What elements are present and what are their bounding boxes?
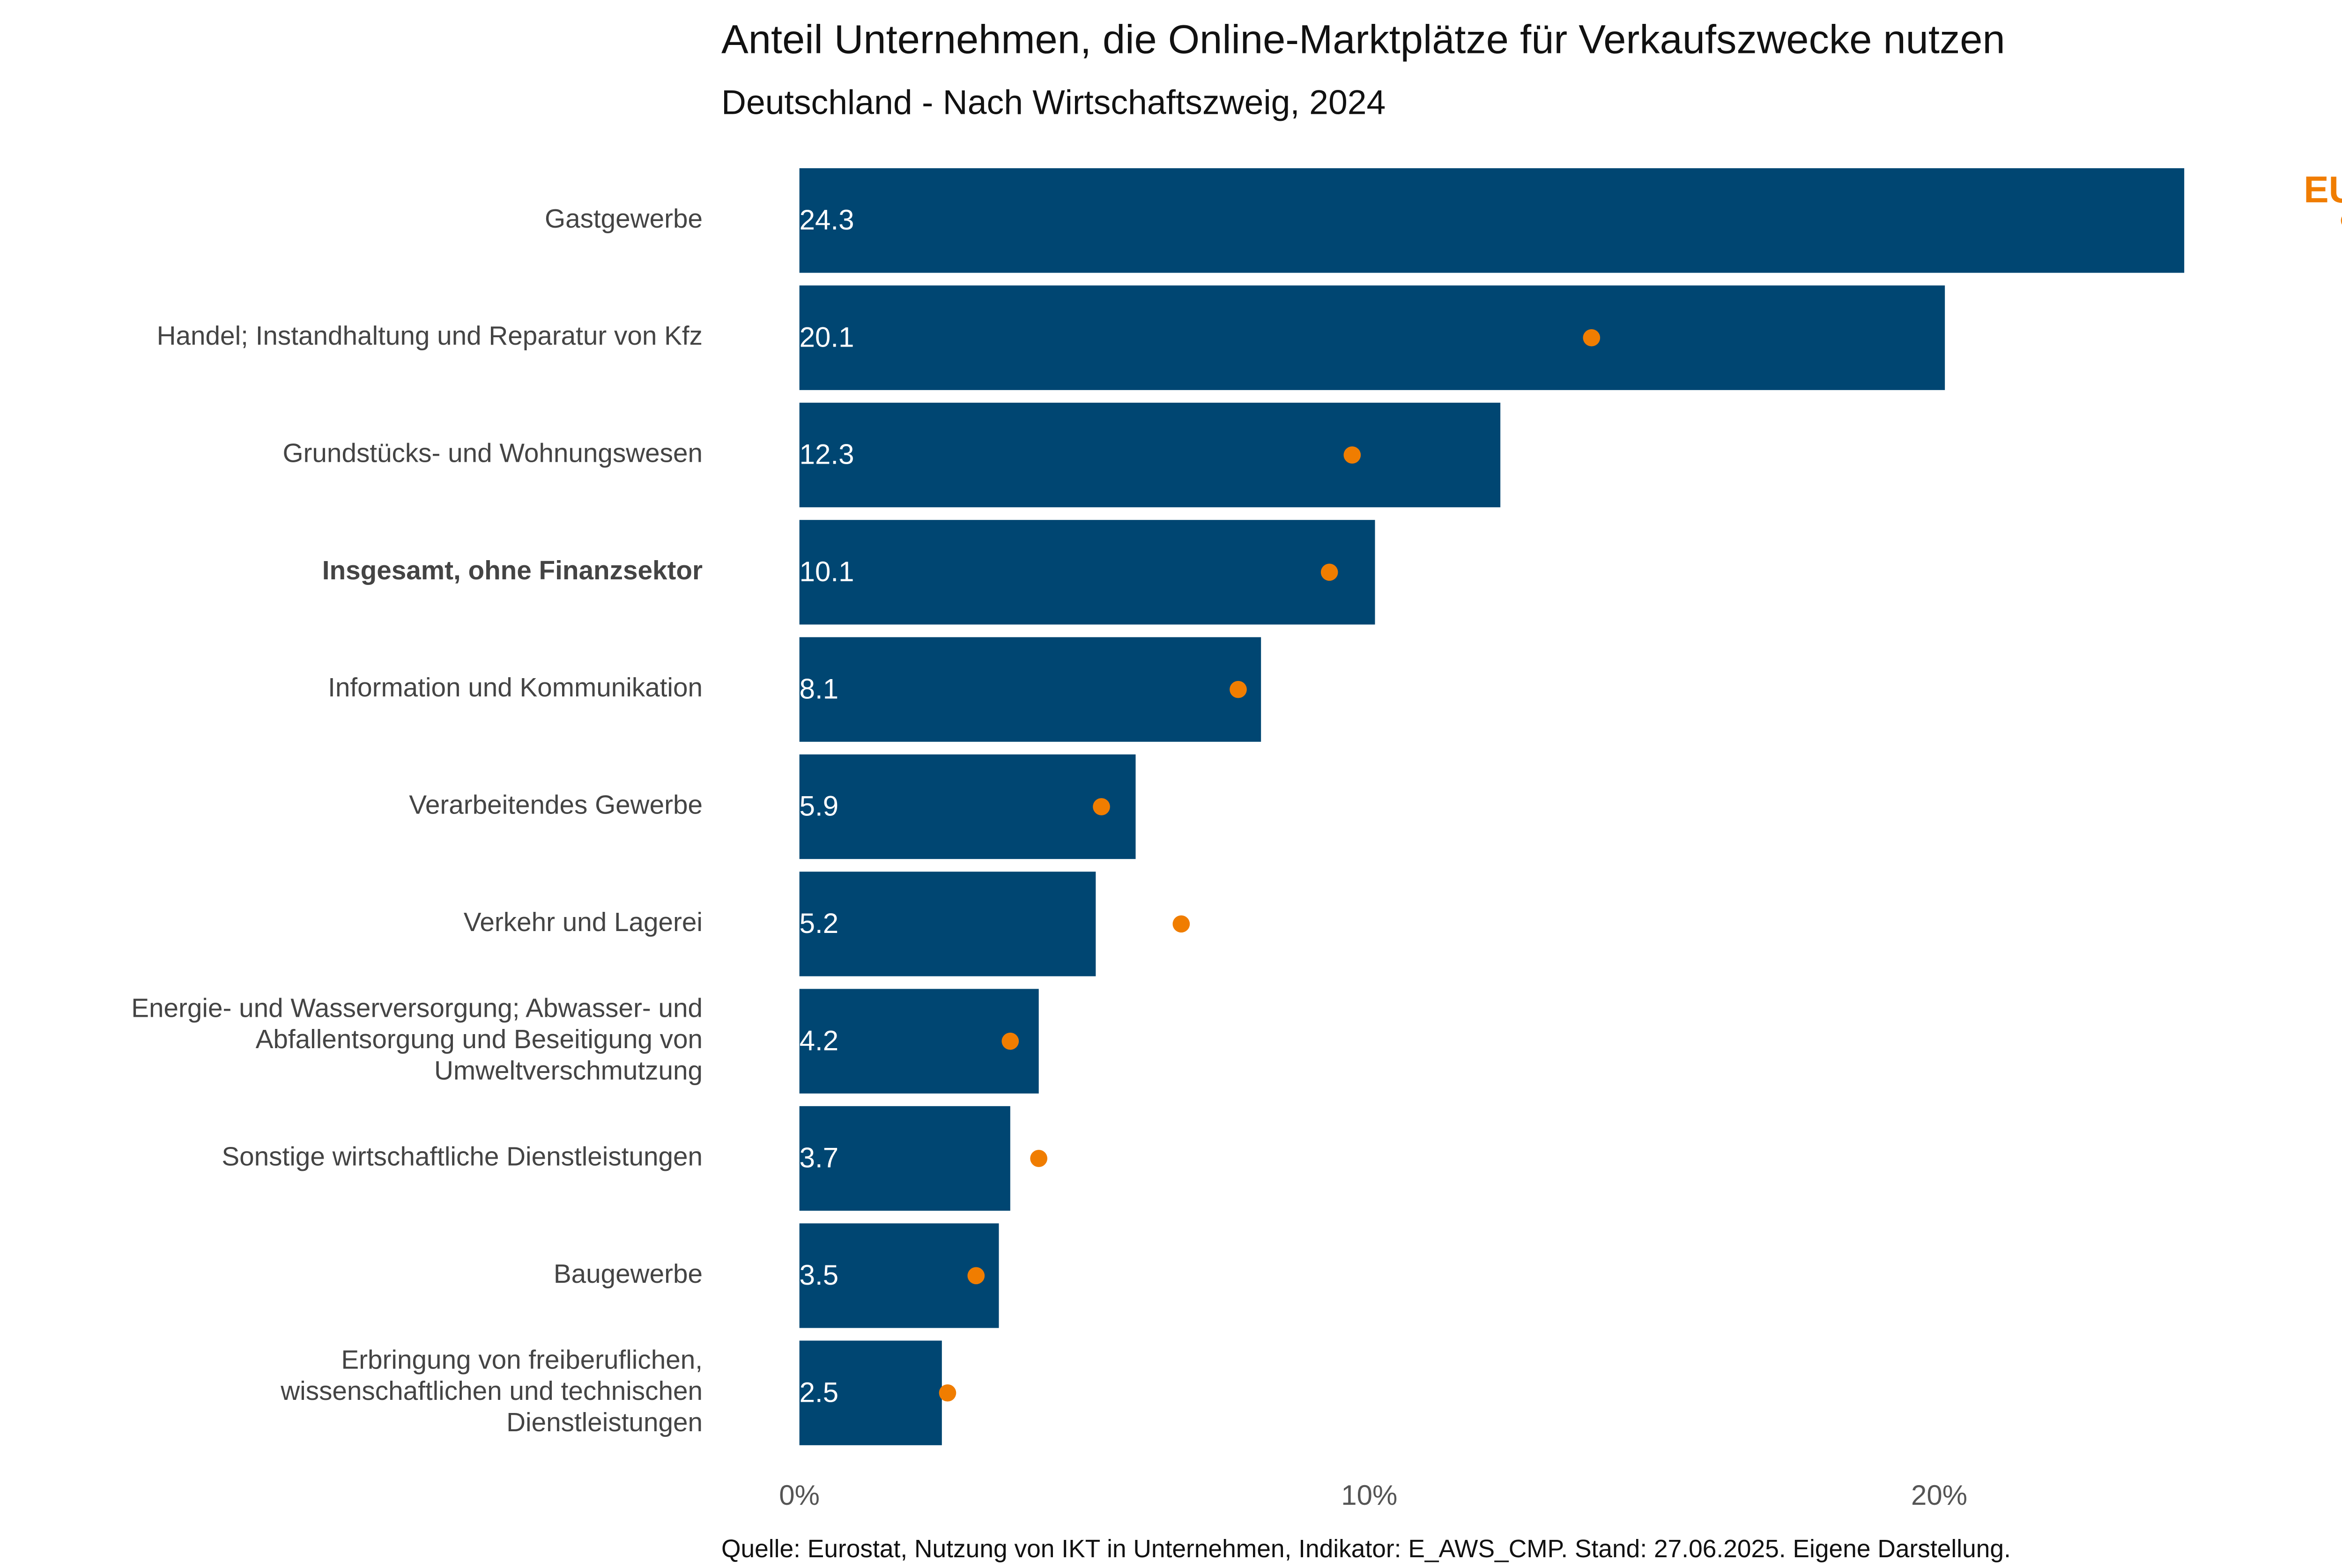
y-tick-label: Sonstige wirtschaftliche Dienstleistunge… [222, 1142, 703, 1171]
eu-dot [1320, 563, 1338, 581]
bar [799, 1223, 999, 1328]
chart-subtitle: Deutschland - Nach Wirtschaftszweig, 202… [721, 83, 1386, 121]
eu-dot [1001, 1032, 1019, 1050]
y-tick-label: Verarbeitendes Gewerbe [409, 790, 703, 820]
y-tick-label: Information und Kommunikation [328, 673, 703, 703]
eu-dot [967, 1267, 985, 1285]
bar [799, 285, 1945, 390]
eu-dot [1172, 915, 1190, 933]
y-tick-label: Grundstücks- und Wohnungswesen [282, 438, 703, 468]
eu-dot [2341, 216, 2342, 225]
bar [799, 168, 2185, 273]
caption: Quelle: Eurostat, Nutzung von IKT in Unt… [721, 1535, 2011, 1563]
y-tick-label: Handel; Instandhaltung und Reparatur von… [157, 321, 703, 351]
value-label: 12.3 [800, 439, 854, 470]
y-tick-label: Energie- und Wasserversorgung; Abwasser-… [131, 993, 703, 1085]
value-label: 3.5 [800, 1259, 838, 1291]
bar [799, 402, 1501, 508]
bar [799, 1340, 942, 1445]
value-label: 8.1 [800, 673, 838, 704]
y-tick-label: Gastgewerbe [545, 204, 703, 234]
bar [799, 754, 1136, 859]
legend-label: EU Ø [2304, 169, 2342, 210]
bar [799, 520, 1375, 625]
chart-title: Anteil Unternehmen, die Online-Marktplät… [721, 17, 2005, 62]
x-tick-label: 10% [1341, 1479, 1397, 1511]
value-label: 4.2 [800, 1025, 838, 1056]
bar [799, 637, 1261, 742]
value-label: 20.1 [800, 321, 854, 353]
y-tick-label: Baugewerbe [554, 1259, 703, 1289]
bar [799, 1106, 1010, 1211]
y-tick-label: Insgesamt, ohne Finanzsektor [322, 556, 703, 585]
eu-dot [1230, 680, 1247, 698]
bar [799, 872, 1096, 976]
value-label: 5.9 [800, 791, 838, 822]
eu-dot [1030, 1150, 1047, 1167]
value-label: 24.3 [800, 204, 854, 236]
value-label: 3.7 [800, 1142, 838, 1174]
value-label: 10.1 [800, 556, 854, 587]
y-tick-label: Erbringung von freiberuflichen, wissensch… [280, 1345, 703, 1437]
eu-dot [1343, 446, 1361, 464]
eu-dot [1093, 798, 1110, 815]
x-tick-label: 20% [1911, 1479, 1967, 1511]
y-tick-label: Verkehr und Lagerei [464, 908, 703, 937]
value-label: 2.5 [800, 1376, 838, 1408]
eu-dot [939, 1384, 956, 1402]
eu-dot [1583, 329, 1601, 347]
value-label: 5.2 [800, 908, 838, 939]
x-tick-label: 0% [779, 1479, 820, 1511]
bar [799, 989, 1039, 1094]
